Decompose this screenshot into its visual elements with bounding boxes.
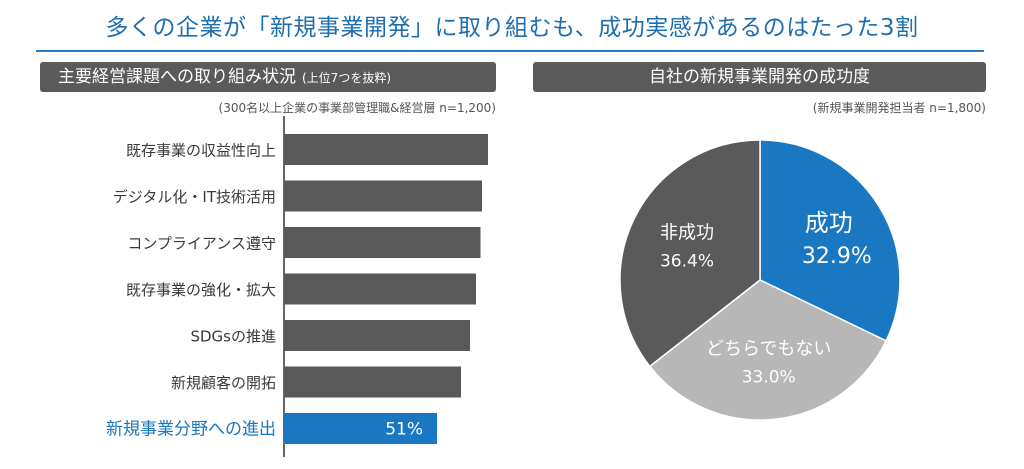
pie-slice-value: 33.0%: [742, 368, 796, 388]
bar-5: [284, 320, 470, 351]
bar-6: [284, 366, 461, 398]
pie-chart: 成功 32.9% どちらでもない 33.0% 非成功 36.4%: [619, 139, 901, 421]
bar-category-label: SDGsの推進: [190, 328, 276, 346]
pie-slice-label: 成功: [805, 209, 853, 237]
left-panel-note: (300名以上企業の事業部管理職&経営層 n=1,200): [218, 101, 496, 115]
pie-slice-3: [619, 139, 761, 368]
page-title: 多くの企業が「新規事業開発」に取り組むも、成功実感があるのはたった3割: [105, 15, 919, 41]
left-panel-header-sub: (上位7つを抜粋): [302, 71, 391, 85]
pie-slice-label: 非成功: [660, 222, 714, 243]
left-panel-header-text: 主要経営課題への取り組み状況: [58, 67, 296, 87]
bar-category-label: デジタル化・IT技術活用: [113, 188, 276, 206]
bar-4: [284, 273, 476, 305]
bar-category-label: 既存事業の収益性向上: [126, 142, 276, 160]
right-panel-note: (新規事業開発担当者 n=1,800): [812, 101, 986, 115]
pie-slice-1: [759, 139, 901, 342]
pie-slice-label: どちらでもない: [706, 339, 831, 360]
bar-category-label: 既存事業の強化・拡大: [126, 281, 276, 299]
bar-value-label: 51%: [385, 420, 423, 440]
title-divider: [36, 50, 984, 52]
bar-7: [284, 413, 437, 444]
right-panel-header: 自社の新規事業開発の成功度: [533, 62, 986, 92]
pie-slice-value: 32.9%: [802, 244, 872, 269]
bar-1: [284, 134, 488, 165]
pie-slice-2: [648, 279, 888, 421]
left-panel-header: 主要経営課題への取り組み状況 (上位7つを抜粋): [40, 62, 496, 92]
bar-2: [284, 180, 482, 212]
bar-category-label: 新規顧客の開拓: [171, 374, 276, 392]
pie-slice-value: 36.4%: [660, 251, 714, 271]
bar-chart: 既存事業の収益性向上デジタル化・IT技術活用コンプライアンス遵守既存事業の強化・…: [106, 116, 488, 457]
bar-category-label: コンプライアンス遵守: [127, 235, 276, 253]
bar-3: [284, 227, 481, 258]
bar-category-label: 新規事業分野への進出: [106, 420, 276, 440]
